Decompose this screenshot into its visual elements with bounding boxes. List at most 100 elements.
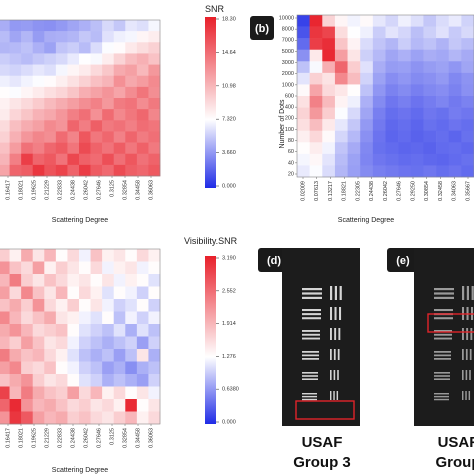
heatmap-cell — [148, 53, 161, 65]
heatmap-cell — [423, 96, 437, 108]
heatmap-cell — [90, 361, 103, 375]
heatmap-cell — [297, 26, 310, 39]
heatmap-cell — [102, 311, 115, 325]
heatmap-cell — [102, 399, 115, 412]
heatmap-cell — [398, 15, 412, 27]
heatmap-cell — [410, 130, 424, 143]
heatmap-cell — [0, 311, 10, 325]
heatmap-cell — [0, 336, 10, 350]
heatmap-cell — [79, 411, 91, 425]
x-tick-label: 0.30854 — [424, 181, 430, 201]
heatmap-cell — [9, 142, 22, 155]
y-tick-label: 5000 — [282, 49, 294, 55]
heatmap-cell — [102, 131, 115, 143]
heatmap-cell — [297, 84, 310, 97]
heatmap-cell — [309, 15, 323, 27]
usaf-bar-horizontal — [302, 393, 317, 395]
x-tick-label: 0.26042 — [383, 181, 389, 201]
heatmap-cell — [448, 61, 462, 74]
heatmap-cell — [347, 107, 361, 120]
heatmap-cell — [148, 311, 161, 325]
heatmap-cell — [21, 109, 34, 121]
heatmap-cell — [9, 53, 22, 65]
heatmap-cell — [372, 153, 386, 166]
heatmap-cell — [79, 86, 91, 99]
usaf-bar-vertical — [469, 370, 471, 380]
x-tick-label: 0.3125 — [109, 428, 115, 445]
heatmap-cell — [55, 64, 68, 77]
usaf-bar-vertical — [339, 286, 342, 300]
heatmap-cell — [32, 109, 45, 121]
x-tick-label: 0.26042 — [83, 180, 89, 200]
heatmap-cell — [322, 165, 336, 178]
heatmap-cell — [79, 274, 91, 287]
heatmap-cell — [347, 165, 361, 178]
heatmap-cell — [0, 53, 10, 65]
heatmap-cell — [448, 130, 462, 143]
heatmap-cell — [44, 274, 57, 287]
heatmap-cell — [102, 361, 115, 375]
x-tick-label: 0.32458 — [438, 181, 444, 201]
heatmap-cell — [67, 98, 80, 110]
heatmap-cell — [0, 249, 10, 262]
heatmap-cell — [423, 130, 437, 143]
heatmap-cell — [44, 153, 57, 166]
heatmap-cell — [148, 109, 161, 121]
heatmap-cell — [32, 411, 45, 425]
usaf-bar-horizontal — [302, 398, 317, 401]
usaf-bar-vertical — [469, 349, 472, 360]
heatmap-cell — [136, 153, 149, 166]
heatmap-cell — [334, 153, 348, 166]
heatmap-cell — [423, 26, 437, 39]
heatmap-cell — [44, 311, 57, 325]
heatmap-cell — [90, 411, 103, 425]
heatmap-cell — [55, 374, 68, 387]
heatmap-cell — [102, 374, 115, 387]
heatmap-cell — [67, 20, 80, 32]
colorbar-title-a: SNR — [205, 4, 225, 14]
heatmap-cell — [309, 26, 323, 39]
heatmap-cell — [9, 42, 22, 54]
heatmap-cell — [21, 249, 34, 262]
heatmap-cell — [309, 165, 323, 178]
heatmap-cell — [79, 311, 91, 325]
x-tick-label: 0.07613 — [314, 181, 320, 201]
usaf-bar-horizontal — [434, 333, 452, 336]
x-tick-label: 0.19625 — [31, 180, 37, 200]
y-tick-label: 80 — [288, 138, 294, 144]
heatmap-cell — [322, 153, 336, 166]
heatmap-cell — [79, 98, 91, 110]
heatmap-cell — [21, 98, 34, 110]
heatmap-cell — [398, 142, 412, 155]
heatmap-cell — [448, 142, 462, 155]
heatmap-cell — [90, 286, 103, 300]
usaf-bar-vertical — [465, 391, 467, 400]
heatmap-cell — [436, 130, 450, 143]
heatmap-cell — [55, 349, 68, 362]
colorbar-tick-label: 18.30 — [222, 16, 236, 22]
heatmap-cell — [136, 299, 149, 312]
heatmap-cell — [90, 75, 103, 88]
heatmap-cell — [385, 165, 399, 178]
heatmap-cell — [360, 38, 374, 51]
heatmap-cell — [125, 164, 138, 177]
heatmap-cell — [125, 336, 138, 350]
usaf-caption-e-1: USAF — [438, 434, 474, 451]
usaf-bar-horizontal — [434, 372, 450, 374]
heatmap-cell — [309, 96, 323, 108]
heatmap-cell — [334, 142, 348, 155]
heatmap-cell — [297, 38, 310, 51]
heatmap-cell — [32, 261, 45, 275]
heatmap-cell — [398, 165, 412, 178]
heatmap-cell — [372, 142, 386, 155]
heatmap-cell — [90, 64, 103, 77]
heatmap-cell — [55, 153, 68, 166]
heatmap-cell — [32, 399, 45, 412]
y-tick-label: 100 — [285, 127, 294, 133]
heatmap-cell — [136, 98, 149, 110]
heatmap-cell — [334, 72, 348, 85]
heatmap-cell — [55, 164, 68, 177]
heatmap-cell — [113, 31, 126, 43]
heatmap-cell — [125, 153, 138, 166]
heatmap-cell — [0, 98, 10, 110]
